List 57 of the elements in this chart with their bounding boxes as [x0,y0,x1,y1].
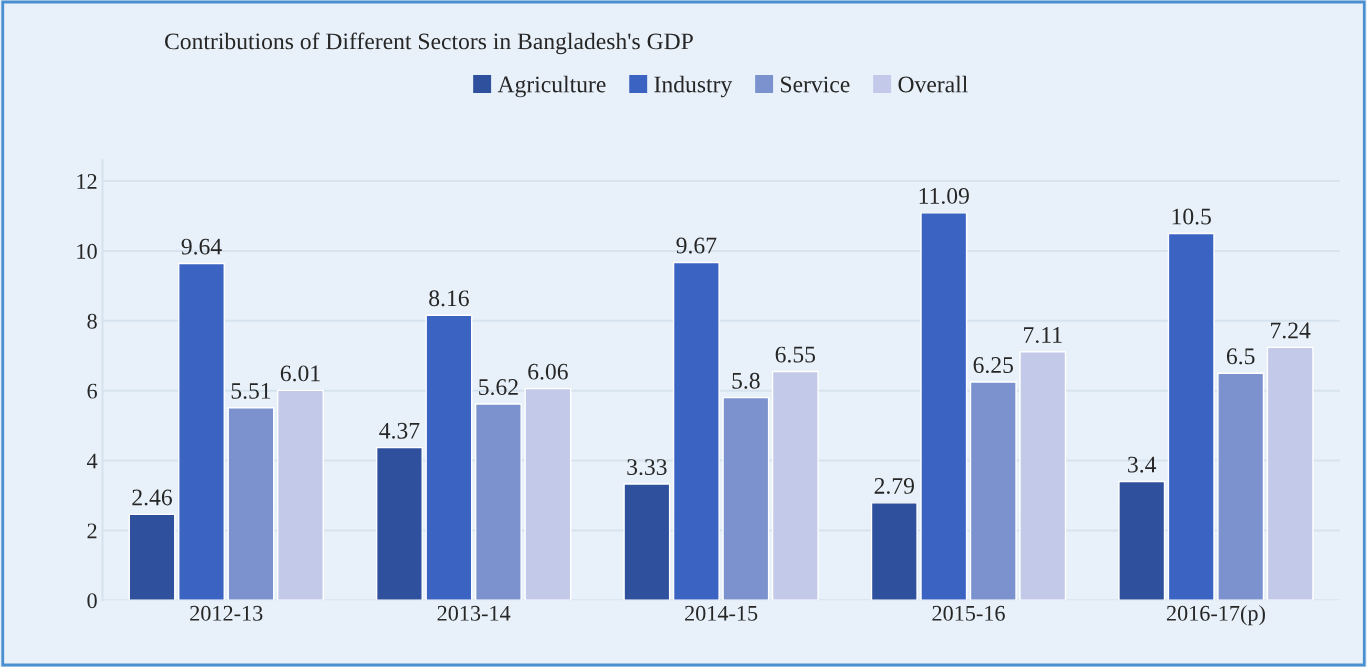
data-label: 8.16 [429,290,469,307]
data-label: 9.64 [181,238,222,255]
legend-label: Industry [654,75,733,98]
bar [474,403,522,601]
bar [178,262,225,601]
data-label: 6.55 [775,346,816,363]
y-tick-label: 4 [86,453,98,469]
bar [1019,351,1067,601]
y-tick-label: 2 [87,523,97,539]
bar [277,389,324,601]
y-tick-label: 12 [77,174,97,189]
bar [771,370,819,601]
bar [722,396,770,601]
bar [227,407,275,601]
legend-label: Service [781,76,850,93]
legend-label: Overall [898,75,968,93]
x-tick-label: 2014-15 [685,605,758,621]
data-label: 6.01 [280,365,320,382]
chart-title: Contributions of Different Sectors in Bangladesh's GDP [165,32,693,55]
bar [375,446,423,601]
bar [128,513,176,601]
bar [672,261,720,601]
data-label: 2.46 [132,489,172,506]
bar [1118,480,1166,601]
data-label: 9.67 [676,237,717,254]
data-label: 10.5 [1172,208,1211,225]
bar [1266,346,1314,601]
x-tick-label: 2013-14 [437,605,511,621]
data-label: 7.24 [1271,322,1311,339]
data-label: 6.5 [1226,348,1255,365]
y-tick-label: 10 [77,243,97,259]
legend-label: Agriculture [497,75,606,98]
data-label: 2.79 [874,477,914,494]
bar [524,387,572,601]
bar [870,502,918,601]
bar [623,483,671,601]
bar [1167,232,1215,601]
data-label: 4.37 [379,422,420,439]
x-tick-label: 2016-17(p) [1166,605,1265,626]
bar [1217,372,1265,601]
data-label: 5.8 [732,372,760,389]
data-label: 3.4 [1128,456,1157,473]
x-tick-label: 2015-16 [932,605,1005,621]
data-label: 5.51 [231,383,271,399]
bar [969,381,1017,601]
data-label: 6.25 [973,357,1013,374]
y-tick-label: 8 [87,313,97,329]
x-tick-label: 2012-13 [190,605,263,621]
data-label: 6.06 [528,363,568,380]
data-label: 3.33 [627,459,667,476]
bar [425,314,473,601]
y-tick-label: 6 [87,383,97,399]
bar [920,212,968,601]
data-label: 7.11 [1024,327,1062,344]
y-tick-label: 0 [87,593,97,609]
data-label: 11.09 [919,187,969,204]
data-label: 5.62 [479,379,518,396]
